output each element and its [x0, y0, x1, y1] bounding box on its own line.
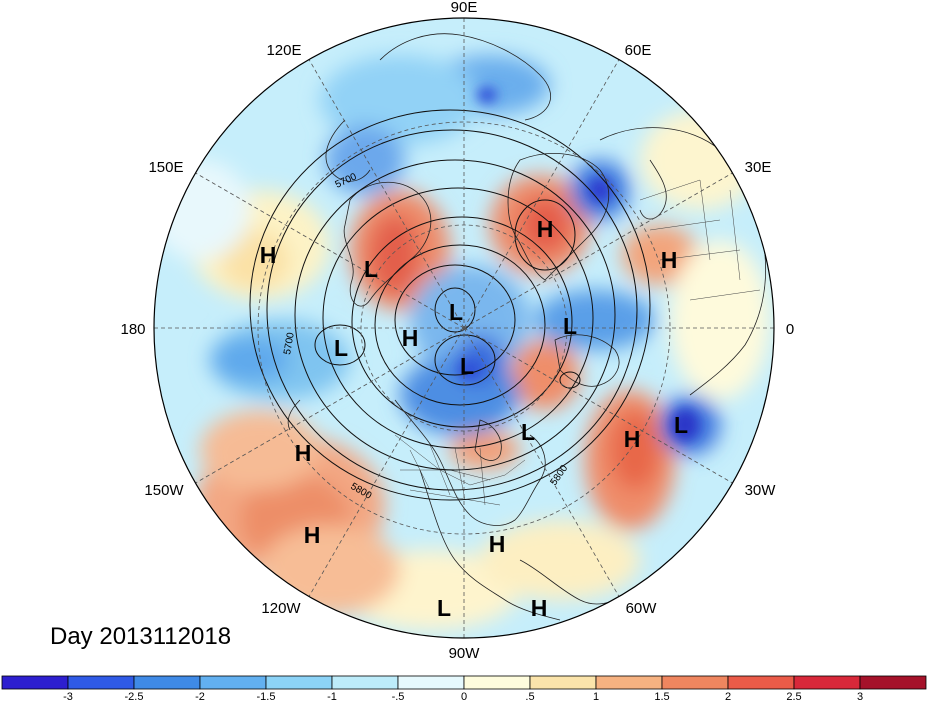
- colorbar-tick-label: -3: [63, 691, 73, 702]
- colorbar-swatch: [265, 675, 333, 690]
- pressure-center-high: H: [531, 595, 548, 621]
- colorbar-swatch: [67, 675, 135, 690]
- lon-label-90e: 90E: [451, 0, 478, 16]
- date-label: Day 2013112018: [50, 623, 231, 650]
- lon-label-120e: 120E: [266, 42, 301, 59]
- colorbar-tick-label: 3: [857, 691, 863, 702]
- pressure-center-high: H: [260, 242, 277, 268]
- colorbar-tick-label: -1.5: [257, 691, 276, 702]
- lon-label-150e: 150E: [148, 159, 183, 176]
- lon-label-120w: 120W: [261, 600, 301, 617]
- colorbar-tick-label: 2.5: [786, 691, 801, 702]
- pressure-center-low: L: [437, 595, 451, 621]
- colorbar-tick-label: 1.5: [654, 691, 669, 702]
- lon-label-60w: 60W: [626, 600, 658, 617]
- pressure-center-low: L: [521, 419, 535, 445]
- colorbar-tick-label: .5: [525, 691, 534, 702]
- pressure-center-high: H: [537, 216, 554, 242]
- colorbar-swatch: [1, 675, 69, 690]
- lon-label-30e: 30E: [745, 159, 772, 176]
- colorbar-swatch: [661, 675, 729, 690]
- colorbar-swatch: [529, 675, 597, 690]
- pressure-center-low: L: [460, 353, 474, 379]
- map-boundary: [153, 17, 775, 639]
- colorbar-tick-label: -.5: [392, 691, 405, 702]
- graticule: [154, 18, 774, 638]
- lon-label-60e: 60E: [625, 42, 652, 59]
- pressure-center-low: L: [334, 335, 348, 361]
- pressure-center-low: L: [674, 412, 688, 438]
- pressure-center-high: H: [624, 426, 641, 452]
- lon-label-0: 0: [786, 321, 794, 338]
- colorbar-swatch: [331, 675, 399, 690]
- pressure-center-low: L: [449, 299, 463, 325]
- longitude-labels: 90E 60E 30E 0 30W 60W 90W 120W 150W 180 …: [120, 0, 794, 662]
- colorbar-tick-label: 1: [593, 691, 599, 702]
- colorbar-tick-label: -2: [195, 691, 205, 702]
- pressure-center-low: L: [364, 256, 378, 282]
- pressure-center-low: L: [563, 313, 577, 339]
- colorbar-tick-label: -2.5: [125, 691, 144, 702]
- height-contours: [249, 109, 651, 501]
- colorbar-swatch: [595, 675, 663, 690]
- pressure-center-high: H: [402, 325, 419, 351]
- colorbar: -3 -2.5 -2 -1.5 -1 -.5 0 .5 1 1.5 2 2.5 3: [1, 675, 927, 702]
- lon-label-180: 180: [120, 321, 145, 338]
- pressure-centers: H L H L H H L L L H L L H H H H L: [260, 216, 688, 621]
- colorbar-swatch: [199, 675, 267, 690]
- contour-label: 5700: [282, 331, 297, 355]
- colorbar-swatch: [463, 675, 531, 690]
- pressure-center-high: H: [489, 531, 506, 557]
- pressure-center-high: H: [661, 247, 678, 273]
- colorbar-tick-label: 2: [725, 691, 731, 702]
- pressure-center-high: H: [295, 440, 312, 466]
- colorbar-tick-label: 0: [461, 691, 467, 702]
- country-borders: [394, 179, 761, 506]
- colorbar-swatch: [727, 675, 795, 690]
- colorbar-swatch: [397, 675, 465, 690]
- lon-label-90w: 90W: [449, 645, 481, 662]
- colorbar-tick-label: -1: [327, 691, 337, 702]
- colorbar-swatch: [133, 675, 201, 690]
- colorbar-swatch: [859, 675, 927, 690]
- lon-label-150w: 150W: [144, 482, 184, 499]
- pressure-center-high: H: [304, 522, 321, 548]
- colorbar-swatch: [793, 675, 861, 690]
- lon-label-30w: 30W: [745, 482, 777, 499]
